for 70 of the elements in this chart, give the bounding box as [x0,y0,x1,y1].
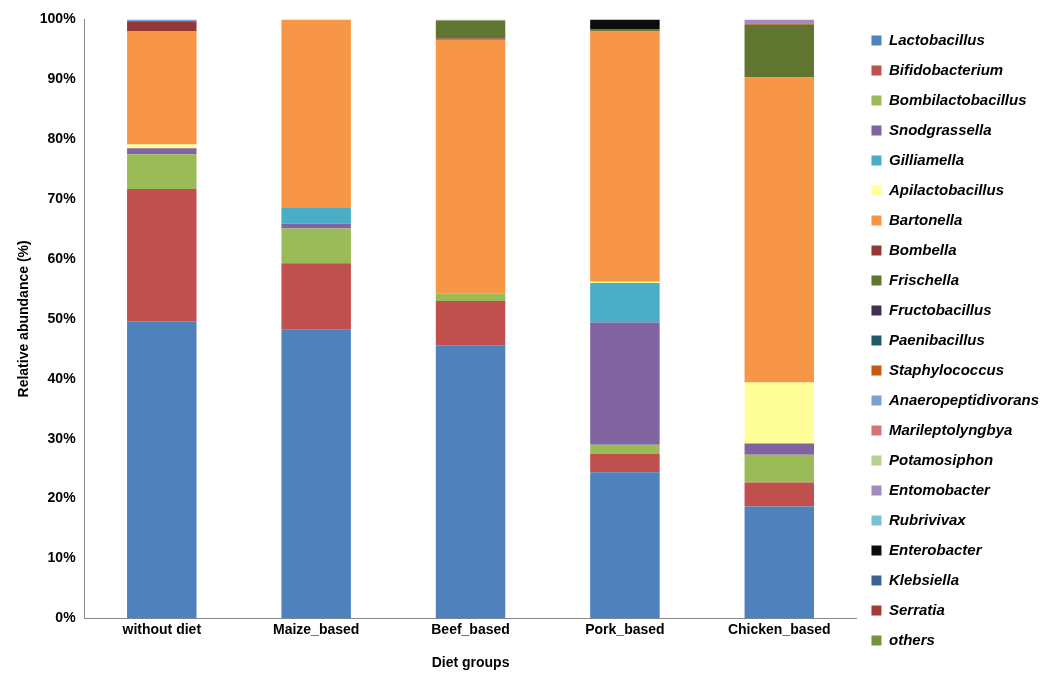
legend-label: Serratia [888,600,945,618]
legend-label: Rubrivivax [888,510,967,528]
bar [127,188,197,322]
legend-label: Fructobacillus [888,300,992,318]
bar [744,382,815,444]
y-tick-label: 70% [47,189,77,206]
bar [435,293,506,301]
bar [744,443,815,455]
bar [281,208,351,224]
y-tick-label: 30% [47,429,77,446]
bar [744,24,815,78]
legend-label: Bombella [888,240,957,258]
x-tick-label: Pork_based [585,620,665,637]
x-tick-label: Chicken_based [727,620,831,637]
x-tick-label: without diet [121,620,202,637]
bar [281,263,351,330]
bar [435,300,506,346]
bar [590,19,660,30]
bar [744,506,815,619]
bar [744,19,815,24]
bar [590,444,660,454]
legend-label: Frischella [888,270,960,288]
bar [127,321,197,619]
legend-label: others [888,630,935,648]
bar [281,19,351,209]
bar [744,77,815,383]
y-tick-label: 60% [47,249,77,266]
legend-label: Entomobacter [888,480,991,498]
bar [744,482,815,507]
x-tick-label: Beef_based [431,620,510,637]
bar [435,20,506,39]
y-tick-label: 90% [47,70,77,87]
legend-label: Staphylococcus [888,360,1005,378]
legend-label: Potamosiphon [888,450,994,468]
bar [127,31,197,145]
y-tick-label: 0% [55,609,77,626]
bar [281,329,351,619]
bar [435,345,506,619]
bar [127,154,197,189]
y-tick-label: 50% [47,309,77,326]
bar [281,228,351,264]
legend-label: Gilliamella [888,150,965,168]
bar [590,282,660,323]
legend-label: Bombilactobacillus [888,90,1027,108]
bar [127,21,197,32]
legend-label: Snodgrassella [888,120,992,138]
x-axis-title: Diet groups [431,654,510,671]
legend-label: Apilactobacillus [887,180,1004,198]
bar [435,39,506,294]
y-tick-label: 40% [47,369,77,386]
bar [744,454,815,483]
y-tick-label: 80% [47,130,77,147]
legend-label: Bifidobacterium [888,60,1004,78]
y-tick-label: 10% [47,549,77,566]
bar [590,322,660,445]
bar [590,472,660,619]
legend-label: Klebsiella [888,570,960,588]
legend-label: Bartonella [888,210,963,228]
y-tick-label: 20% [47,489,77,506]
bar [590,453,660,473]
legend-label: Marileptolyngbya [888,420,1013,438]
bar [590,31,660,282]
legend-label: Paenibacillus [888,330,985,348]
legend-label: Lactobacillus [888,30,985,48]
legend-label: Anaeropeptidivorans [887,390,1039,408]
y-axis-title: Relative abundance (%) [15,240,32,398]
y-tick-label: 100% [39,10,77,27]
bar [127,148,197,155]
x-tick-label: Maize_based [272,620,360,637]
legend-label: Enterobacter [888,540,983,558]
